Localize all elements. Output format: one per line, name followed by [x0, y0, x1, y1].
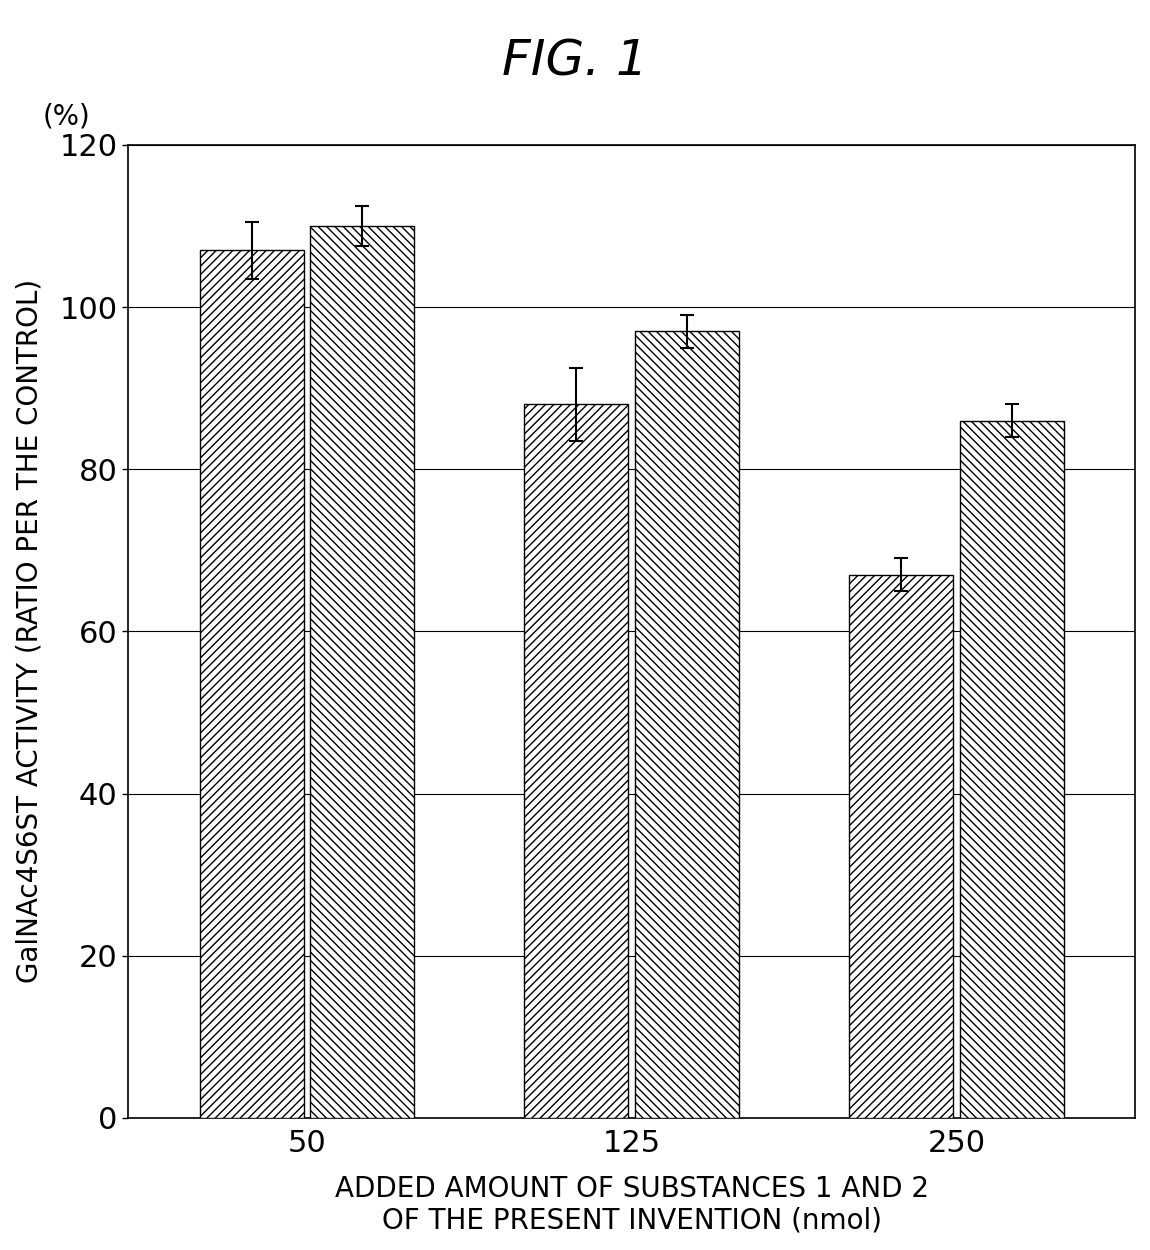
Y-axis label: GalNAc4S6ST ACTIVITY (RATIO PER THE CONTROL): GalNAc4S6ST ACTIVITY (RATIO PER THE CONT…: [15, 279, 43, 984]
Bar: [524, 404, 628, 1118]
Text: FIG. 1: FIG. 1: [503, 38, 647, 85]
Bar: [959, 420, 1064, 1118]
Text: (%): (%): [43, 102, 91, 130]
Bar: [849, 575, 953, 1118]
Bar: [635, 331, 738, 1118]
X-axis label: ADDED AMOUNT OF SUBSTANCES 1 AND 2
OF THE PRESENT INVENTION (nmol): ADDED AMOUNT OF SUBSTANCES 1 AND 2 OF TH…: [335, 1175, 928, 1235]
Bar: [200, 250, 304, 1118]
Bar: [310, 226, 414, 1118]
